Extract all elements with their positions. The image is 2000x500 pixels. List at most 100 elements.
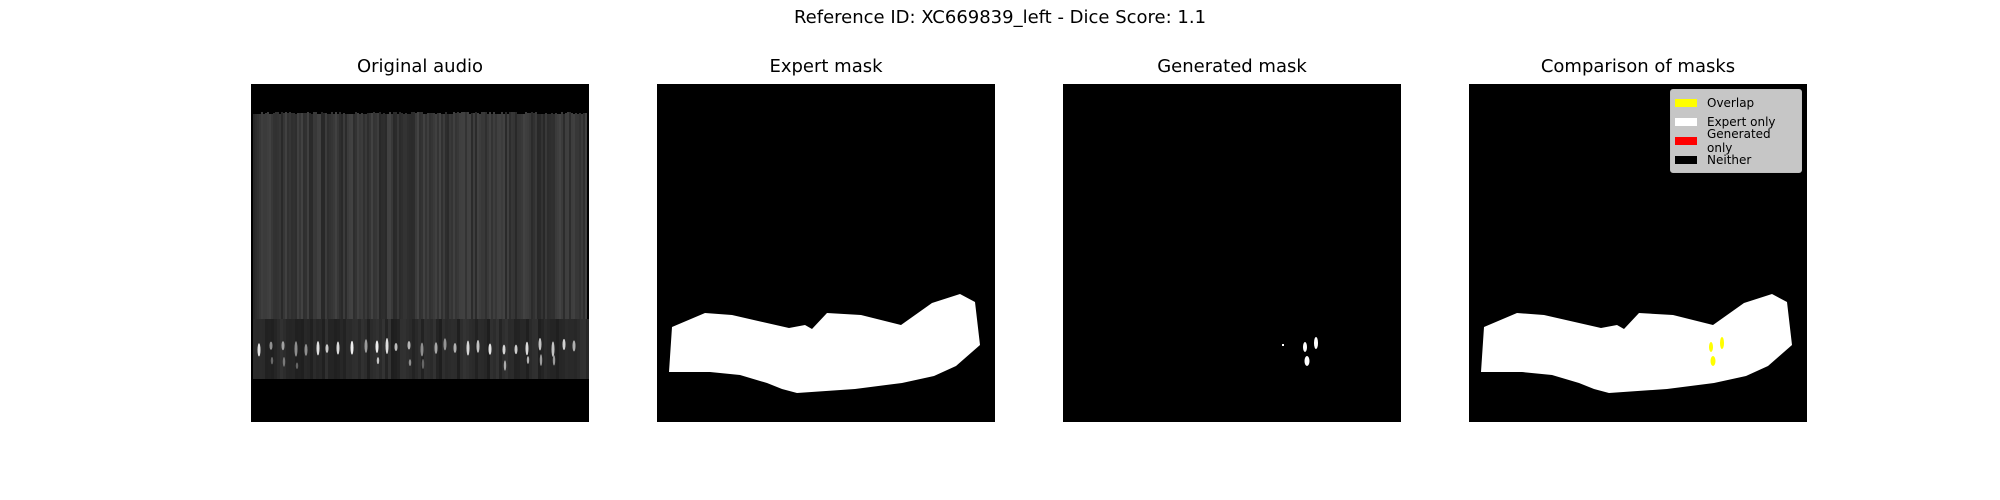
spectrogram-noise-column bbox=[307, 112, 309, 321]
spectrogram-noise-column bbox=[363, 114, 365, 323]
panel-title-expert-mask: Expert mask bbox=[597, 56, 1055, 77]
spectrogram-noise-column bbox=[421, 112, 423, 319]
spectrogram-noise-column bbox=[286, 319, 289, 379]
spectrogram-noise-column bbox=[551, 113, 553, 320]
spectrogram-noise-column bbox=[331, 319, 334, 379]
spectrogram-noise-column bbox=[343, 319, 346, 379]
spectrogram-noise-column bbox=[553, 114, 555, 323]
spectrogram-noise-column bbox=[341, 114, 343, 323]
spectrogram-noise-column bbox=[415, 319, 418, 379]
spectrogram-call-mark bbox=[435, 342, 438, 354]
spectrogram-noise-column bbox=[281, 112, 283, 320]
generated-mask-image bbox=[1063, 84, 1401, 422]
spectrogram-noise-column bbox=[544, 319, 547, 379]
spectrogram-noise-column bbox=[265, 319, 268, 379]
spectrogram-noise-column bbox=[577, 114, 579, 322]
spectrogram-noise-column bbox=[569, 112, 571, 320]
spectrogram-noise-column bbox=[547, 114, 549, 323]
spectrogram-noise-column bbox=[427, 319, 430, 379]
spectrogram-noise-column bbox=[563, 114, 565, 322]
spectrogram-call-mark bbox=[527, 356, 529, 364]
spectrogram-noise-column bbox=[459, 113, 461, 322]
spectrogram-noise-column bbox=[383, 113, 385, 321]
spectrogram-noise-column bbox=[527, 113, 529, 321]
spectrogram-noise-column bbox=[445, 112, 447, 321]
legend-item-generated-only: Generated only bbox=[1675, 131, 1795, 150]
spectrogram-noise-column bbox=[329, 114, 331, 321]
spectrogram-noise-column bbox=[407, 114, 409, 323]
overlap-blob bbox=[1709, 342, 1713, 352]
spectrogram-noise-column bbox=[417, 112, 419, 320]
generated-blob bbox=[1314, 337, 1318, 349]
spectrogram-noise-column bbox=[259, 114, 261, 322]
spectrogram-call-mark bbox=[283, 357, 285, 367]
spectrogram-noise-column bbox=[335, 112, 337, 321]
spectrogram-call-mark bbox=[539, 338, 542, 350]
spectrogram-call-mark bbox=[296, 363, 298, 369]
spectrogram-noise-column bbox=[289, 319, 292, 379]
spectrogram-noise-column bbox=[297, 113, 299, 321]
spectrogram-noise-column bbox=[401, 113, 403, 322]
spectrogram-noise-column bbox=[415, 113, 417, 321]
spectrogram-noise-column bbox=[568, 319, 571, 379]
spectrogram-noise-column bbox=[535, 319, 538, 379]
spectrogram-noise-column bbox=[493, 112, 495, 321]
spectrogram-noise-column bbox=[481, 319, 484, 379]
spectrogram-call-mark bbox=[421, 343, 424, 357]
spectrogram-noise-column bbox=[485, 112, 487, 320]
spectrogram-noise-column bbox=[397, 114, 399, 321]
spectrogram-noise-column bbox=[361, 113, 363, 320]
spectrogram-noise-column bbox=[399, 112, 401, 321]
spectrogram-noise-column bbox=[310, 319, 313, 379]
spectrogram-noise-column bbox=[499, 114, 501, 321]
spectrogram-noise-column bbox=[463, 319, 466, 379]
spectrogram-noise-column bbox=[345, 114, 347, 321]
spectrogram-noise-column bbox=[277, 112, 279, 321]
spectrogram-noise-column bbox=[511, 319, 514, 379]
spectrogram-noise-column bbox=[299, 113, 301, 322]
spectrogram-noise-column bbox=[321, 112, 323, 319]
spectrogram-noise-column bbox=[457, 112, 459, 321]
spectrogram-noise-column bbox=[311, 114, 313, 321]
spectrogram-noise-column bbox=[583, 113, 585, 321]
spectrogram-call-mark bbox=[258, 343, 261, 356]
spectrogram-noise-column bbox=[305, 113, 307, 322]
spectrogram-noise-column bbox=[346, 319, 349, 379]
spectrogram-noise-column bbox=[519, 114, 521, 322]
spectrogram-noise-column bbox=[489, 112, 491, 321]
spectrogram-noise-column bbox=[508, 319, 511, 379]
spectrogram-noise-column bbox=[439, 113, 441, 320]
spectrogram-noise-column bbox=[387, 114, 389, 323]
spectrogram-noise-column bbox=[499, 319, 502, 379]
spectrogram-call-mark bbox=[351, 341, 354, 355]
spectrogram-noise-column bbox=[273, 113, 275, 322]
spectrogram-noise-column bbox=[537, 114, 539, 323]
spectrogram-noise-column bbox=[397, 319, 400, 379]
spectrogram-noise-column bbox=[577, 319, 580, 379]
spectrogram-noise-column bbox=[556, 319, 559, 379]
spectrogram-call-mark bbox=[444, 338, 447, 350]
spectrogram-noise-column bbox=[441, 114, 443, 323]
spectrogram-noise-column bbox=[395, 112, 397, 319]
spectrogram-noise-column bbox=[567, 112, 569, 319]
spectrogram-noise-column bbox=[323, 113, 325, 320]
spectrogram-call-mark bbox=[553, 355, 555, 366]
generated-blob bbox=[1305, 356, 1310, 366]
spectrogram-noise-column bbox=[253, 319, 256, 379]
spectrogram-noise-column bbox=[340, 319, 343, 379]
spectrogram-noise-column bbox=[369, 113, 371, 322]
spectrogram-noise-column bbox=[507, 114, 509, 321]
spectrogram-noise-column bbox=[581, 114, 583, 321]
spectrogram-noise-column bbox=[467, 112, 469, 319]
spectrogram-noise-column bbox=[520, 319, 523, 379]
spectrogram-noise-column bbox=[469, 114, 471, 321]
spectrogram-noise-column bbox=[496, 319, 499, 379]
spectrogram-noise-column bbox=[523, 114, 525, 322]
spectrogram-noise-column bbox=[461, 112, 463, 319]
spectrogram-noise-column bbox=[511, 112, 513, 319]
spectrogram-noise-column bbox=[367, 319, 370, 379]
spectrogram-noise-column bbox=[279, 114, 281, 323]
spectrogram-noise-column bbox=[561, 112, 563, 321]
spectrogram-noise-column bbox=[337, 114, 339, 321]
spectrogram-noise-column bbox=[437, 113, 439, 322]
